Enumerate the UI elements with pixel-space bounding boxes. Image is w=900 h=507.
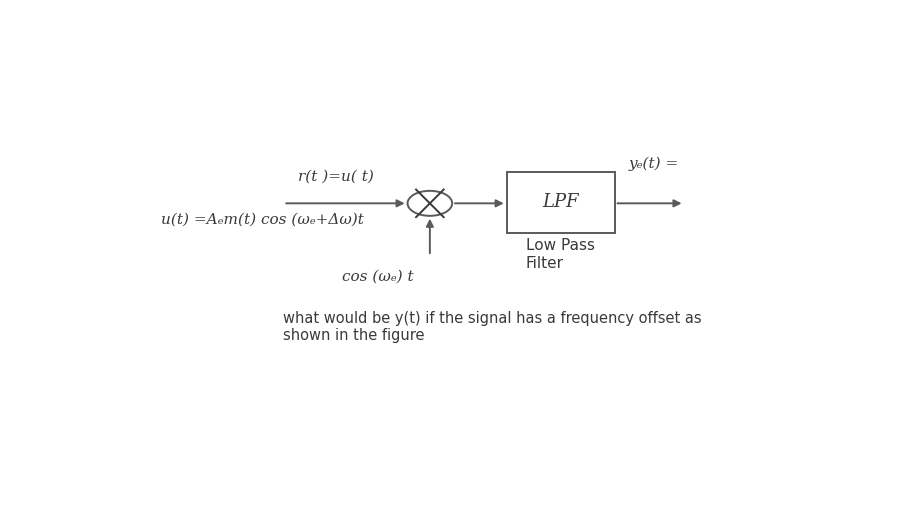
Text: r(t )=u( t): r(t )=u( t)	[298, 170, 374, 184]
Text: yₑ(t) =: yₑ(t) =	[628, 157, 679, 171]
Text: what would be y(t) if the signal has a frequency offset as
shown in the figure: what would be y(t) if the signal has a f…	[284, 311, 702, 343]
Text: LPF: LPF	[543, 193, 579, 211]
Text: cos (ωₑ) t: cos (ωₑ) t	[342, 270, 413, 284]
Bar	[507, 172, 615, 233]
Text: u(t) =Aₑm(t) cos (ωₑ+Δω)t: u(t) =Aₑm(t) cos (ωₑ+Δω)t	[161, 213, 364, 227]
Text: Low Pass
Filter: Low Pass Filter	[526, 238, 595, 271]
